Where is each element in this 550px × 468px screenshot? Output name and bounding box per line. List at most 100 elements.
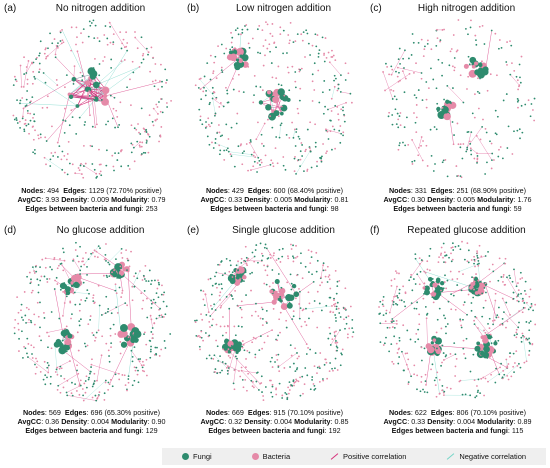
node xyxy=(95,123,98,126)
node xyxy=(292,41,295,44)
node xyxy=(96,37,99,39)
node xyxy=(275,259,278,262)
node xyxy=(66,173,69,176)
node xyxy=(57,46,59,49)
node xyxy=(13,326,16,329)
hub-node xyxy=(89,69,98,78)
node xyxy=(497,316,500,319)
node xyxy=(250,289,252,292)
node xyxy=(273,42,276,45)
node xyxy=(440,289,442,292)
node xyxy=(245,24,248,26)
node xyxy=(395,70,397,73)
node xyxy=(164,347,167,349)
node xyxy=(270,62,273,64)
node xyxy=(291,384,294,387)
node xyxy=(333,85,336,88)
node xyxy=(422,388,424,391)
node xyxy=(272,165,275,168)
node xyxy=(513,130,515,133)
node xyxy=(280,122,283,125)
node xyxy=(275,136,278,138)
node xyxy=(417,42,420,44)
node xyxy=(271,126,274,129)
node xyxy=(452,34,455,36)
node xyxy=(458,270,460,273)
node xyxy=(323,60,326,63)
node xyxy=(225,338,228,341)
node xyxy=(63,131,66,134)
node xyxy=(518,128,521,131)
node xyxy=(81,41,84,44)
node xyxy=(425,383,427,386)
node xyxy=(300,142,303,144)
node xyxy=(249,272,252,275)
node xyxy=(443,359,445,361)
node xyxy=(272,282,274,284)
node xyxy=(449,50,452,53)
hub-node xyxy=(280,303,288,311)
node xyxy=(414,257,417,260)
node xyxy=(481,24,484,27)
node xyxy=(484,173,487,175)
node xyxy=(427,87,430,90)
node xyxy=(294,80,297,83)
node xyxy=(100,354,103,357)
node xyxy=(414,340,417,343)
node xyxy=(98,391,101,394)
edge xyxy=(26,62,33,74)
node xyxy=(396,303,399,306)
node xyxy=(28,271,31,274)
node xyxy=(59,348,62,351)
node xyxy=(519,271,522,274)
node xyxy=(422,55,425,58)
node xyxy=(237,325,240,328)
node xyxy=(430,368,432,371)
node xyxy=(269,115,272,118)
node xyxy=(149,340,152,342)
node xyxy=(57,264,60,267)
node xyxy=(92,383,95,386)
node xyxy=(336,106,339,108)
node xyxy=(393,95,396,98)
node xyxy=(195,334,198,337)
network-graph xyxy=(194,242,355,402)
node xyxy=(246,28,249,31)
node xyxy=(139,358,142,360)
edges xyxy=(19,22,163,175)
node xyxy=(285,393,288,396)
node xyxy=(444,317,447,320)
node xyxy=(391,360,394,363)
node xyxy=(438,295,440,298)
node xyxy=(398,288,401,291)
node xyxy=(410,54,413,56)
node xyxy=(251,314,253,317)
node xyxy=(518,84,521,87)
node xyxy=(119,265,122,268)
node xyxy=(74,383,77,385)
node xyxy=(127,270,130,272)
node xyxy=(318,101,321,104)
node xyxy=(246,259,249,261)
node xyxy=(108,383,111,386)
node xyxy=(521,332,524,335)
node xyxy=(136,373,139,376)
edge xyxy=(256,123,265,140)
node xyxy=(505,358,508,361)
hub-node xyxy=(243,55,248,61)
node xyxy=(220,283,223,285)
node xyxy=(91,163,94,165)
edges-value: 1129 xyxy=(88,186,105,195)
node xyxy=(462,143,465,145)
edges-value: 696 xyxy=(90,408,103,417)
node xyxy=(89,24,92,27)
node xyxy=(140,145,143,148)
hub-node xyxy=(64,345,70,351)
node xyxy=(397,58,400,61)
node xyxy=(142,58,145,61)
node xyxy=(98,172,101,175)
node xyxy=(511,62,513,65)
node xyxy=(72,83,75,85)
hub-node xyxy=(434,346,441,353)
node xyxy=(141,307,144,310)
